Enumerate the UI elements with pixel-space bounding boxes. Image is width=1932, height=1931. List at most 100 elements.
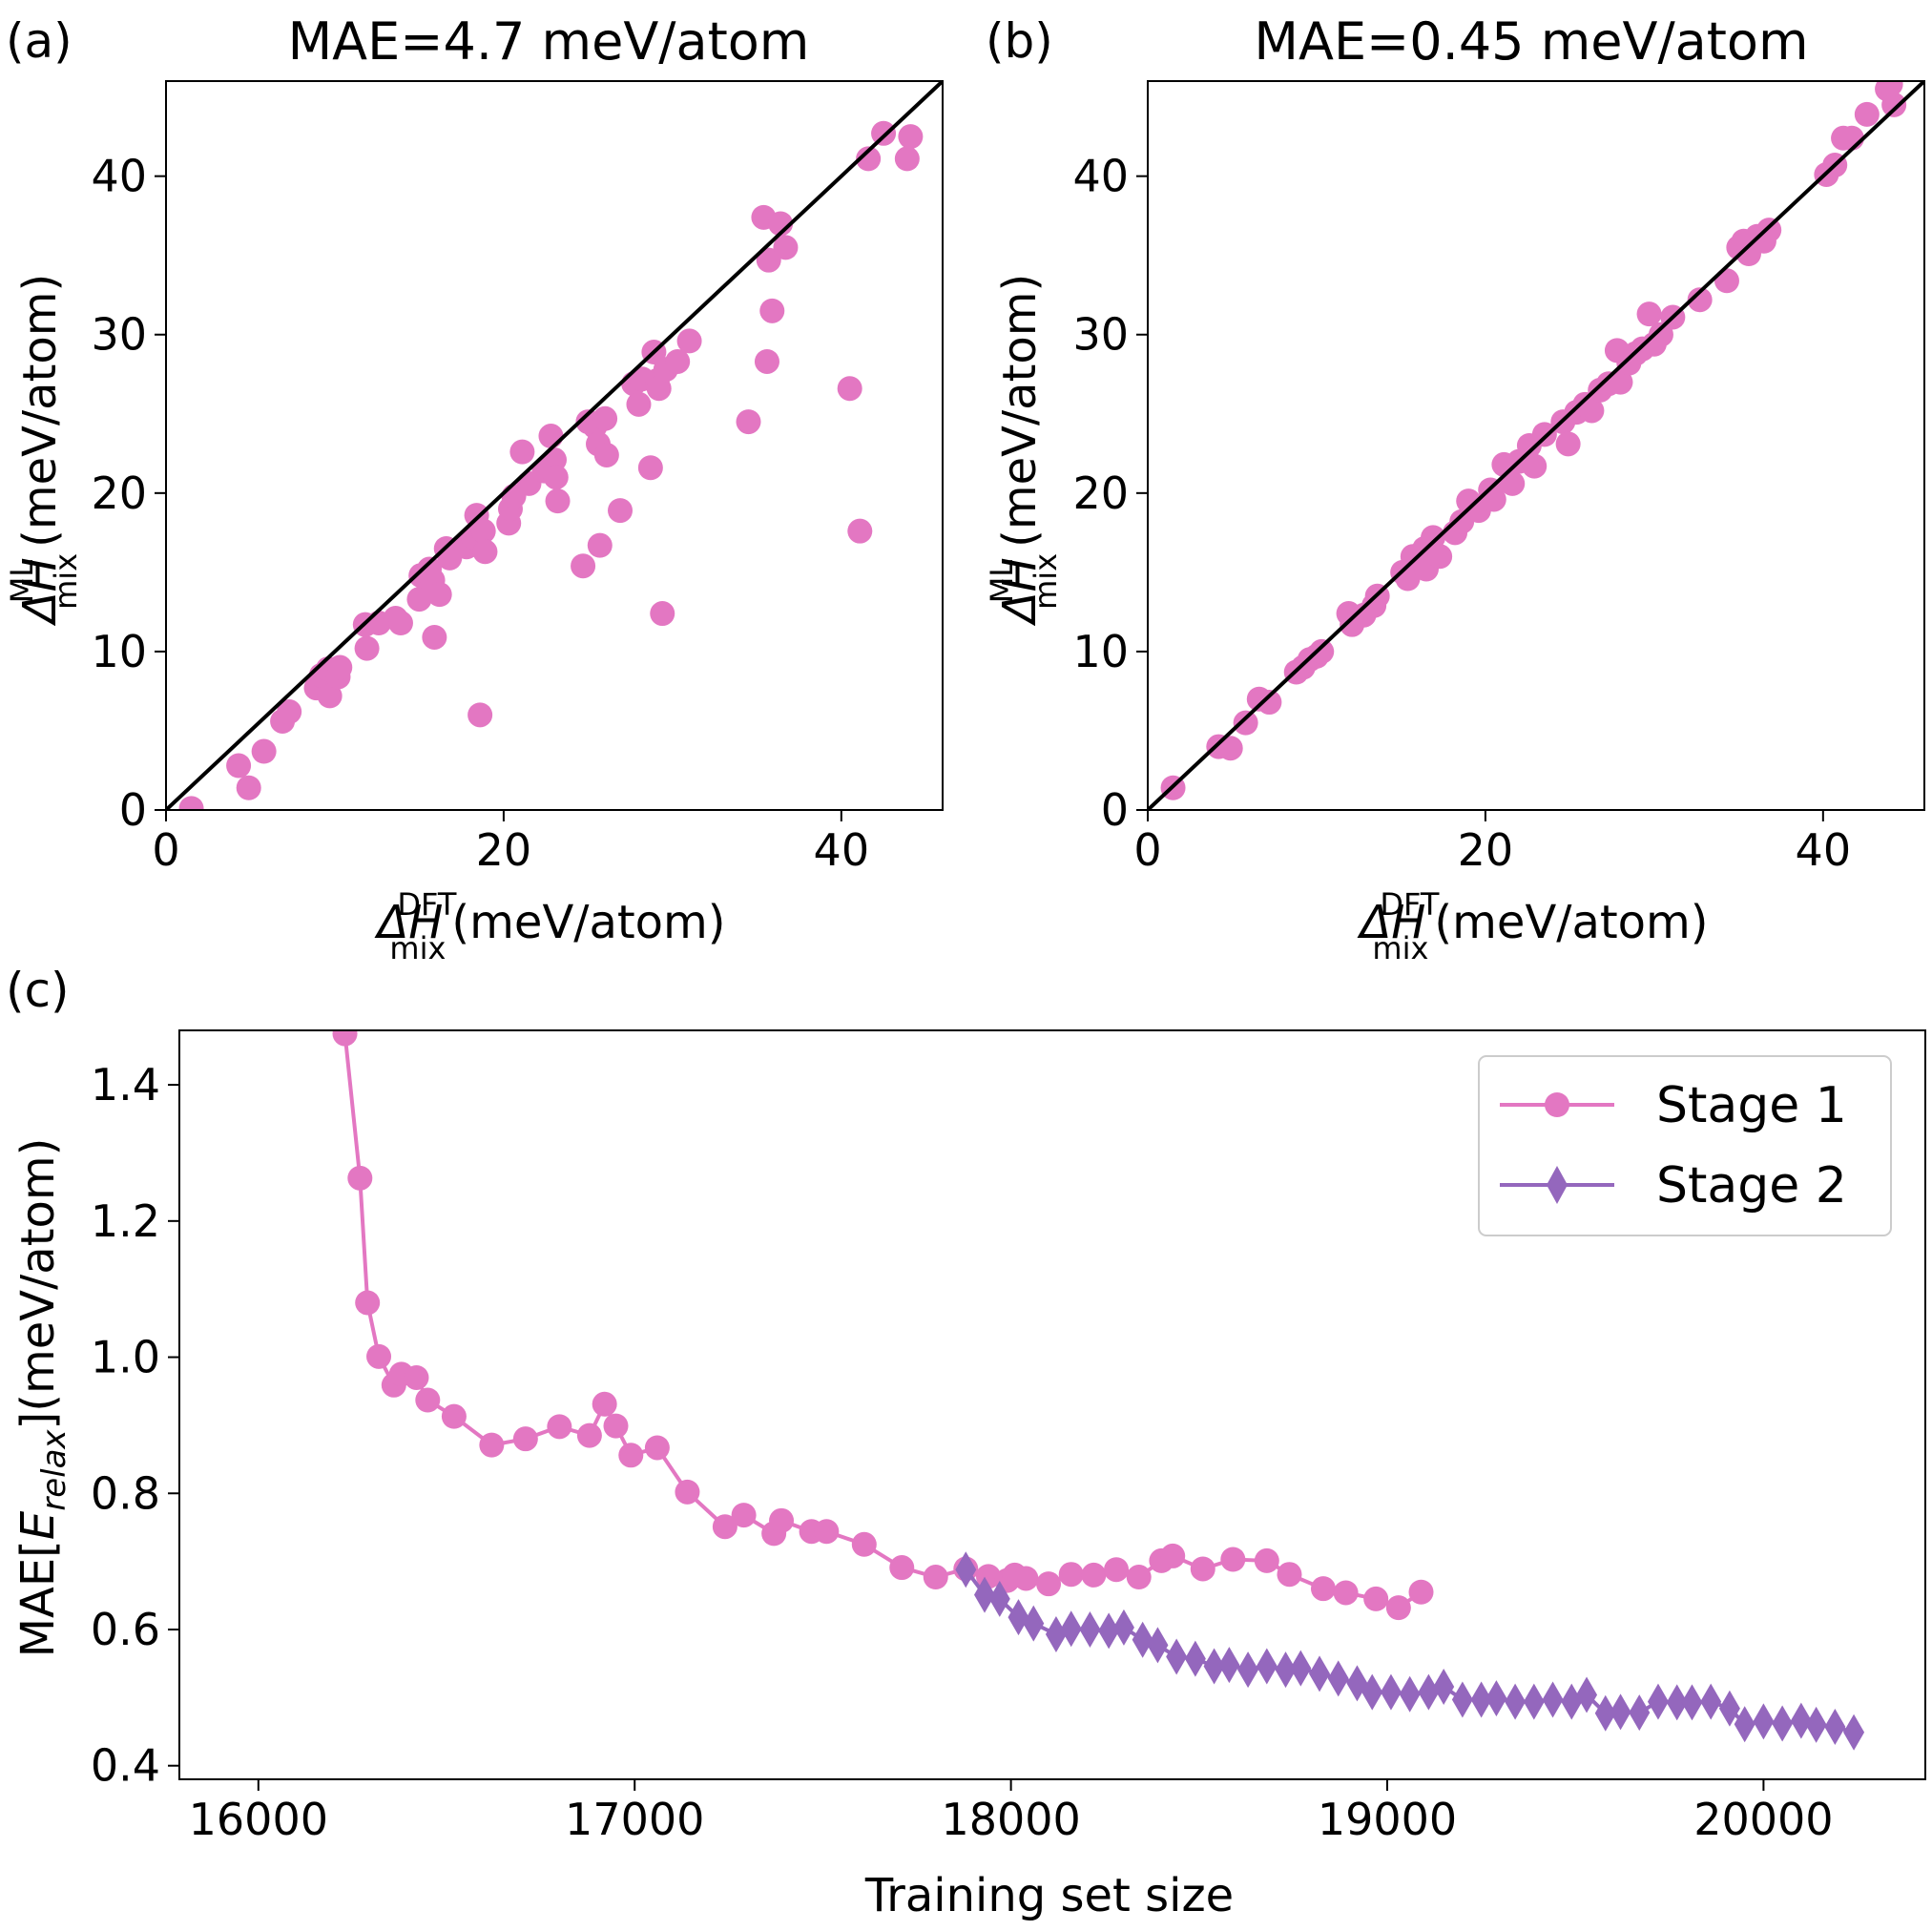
data-point <box>898 124 924 150</box>
stage-2-point <box>1629 1694 1651 1732</box>
stage-2-point <box>988 1580 1010 1617</box>
data-point <box>1427 544 1453 570</box>
panel-b-xlabel: ΔHDFT mix (meV/atom) <box>1356 886 1708 966</box>
panel-b-plot-area <box>1148 81 1924 810</box>
panel-c-ytick-label: 0.6 <box>91 1604 160 1655</box>
stage-2-point <box>1561 1683 1583 1720</box>
data-point <box>1878 81 1903 97</box>
panel-c: (c) Training set size MAE[Erelax](meV/at… <box>6 963 1926 1922</box>
stage-2-point <box>1166 1638 1188 1675</box>
reference-line <box>1148 81 1924 810</box>
legend-label-stage-1: Stage 1 <box>1656 1077 1847 1134</box>
data-point <box>178 796 204 810</box>
data-point <box>754 348 779 374</box>
data-point <box>837 376 862 402</box>
data-point <box>1854 101 1880 127</box>
stage-2-point <box>1184 1640 1206 1677</box>
stage-1-point <box>1160 1543 1186 1568</box>
data-point <box>226 753 252 779</box>
data-point <box>1217 736 1243 761</box>
stage-2-point <box>1079 1611 1101 1648</box>
panel-b-ytick-label: 10 <box>1072 626 1129 677</box>
panel-a: (a) MAE=4.7 meV/atom ΔHDFT mix (meV/atom) … <box>4 11 944 966</box>
data-point <box>1233 710 1258 736</box>
stage-1-point <box>366 1343 392 1369</box>
data-point <box>406 587 432 613</box>
stage-1-point <box>332 1030 358 1047</box>
stage-2-point <box>1399 1675 1421 1713</box>
stage-1-point <box>1333 1580 1359 1606</box>
panel-a-xtick-label: 40 <box>814 824 870 876</box>
stage-2-point <box>1772 1705 1794 1742</box>
data-point <box>773 235 799 260</box>
stage-2-point <box>1718 1690 1740 1727</box>
panel-a-frame <box>165 80 944 811</box>
panel-a-ytick-label: 30 <box>91 309 147 361</box>
stage-2-point <box>1753 1703 1775 1740</box>
panel-a-ytick-label: 10 <box>91 626 147 677</box>
stage-1-point <box>923 1565 948 1590</box>
data-point <box>646 376 672 402</box>
stage-1-point <box>355 1290 381 1316</box>
stage-1-point <box>1220 1547 1246 1572</box>
stage-2-point <box>1045 1615 1067 1652</box>
stage-2-point <box>1275 1651 1297 1689</box>
panel-c-ytick-label: 1.4 <box>91 1059 160 1111</box>
data-point <box>571 553 596 579</box>
stage-1-point <box>576 1422 602 1448</box>
stage-1-point <box>479 1432 505 1458</box>
stage-2-point <box>1380 1673 1402 1711</box>
panel-b-ytick-label: 40 <box>1072 151 1129 202</box>
stage-2-point <box>1237 1651 1259 1689</box>
stage-2-point <box>1824 1709 1846 1746</box>
data-point <box>1257 690 1282 716</box>
panel-b: (b) MAE=0.45 meV/atom ΔHDFT mix (meV/atom)… <box>984 11 1925 966</box>
stage-2-point <box>1112 1609 1134 1646</box>
data-point <box>1636 301 1662 327</box>
stage-1-point <box>441 1403 467 1429</box>
panel-a-ytick-label: 20 <box>91 467 147 519</box>
panel-c-xtick-label: 16000 <box>189 1794 328 1845</box>
stage-2-point <box>1132 1621 1153 1658</box>
panel-a-xtick-label: 0 <box>152 824 179 876</box>
panel-a-letter: (a) <box>6 13 73 69</box>
stage-1-point <box>1190 1556 1215 1582</box>
data-point <box>543 465 569 490</box>
panel-b-ylabel: ΔHML mix(meV/atom) <box>984 274 1064 627</box>
panel-c-xtick-label: 17000 <box>565 1794 704 1845</box>
reference-line <box>166 81 943 810</box>
data-point <box>894 146 920 172</box>
data-point <box>626 391 652 417</box>
panel-b-ytick-label: 30 <box>1072 309 1129 361</box>
data-point <box>756 247 781 273</box>
stage-1-point <box>547 1414 572 1440</box>
stage-1-point <box>1363 1586 1389 1611</box>
stage-1-point <box>1058 1562 1084 1588</box>
panel-c-xtick-label: 18000 <box>941 1794 1080 1845</box>
stage-2-point <box>1470 1681 1492 1718</box>
data-point <box>317 683 343 709</box>
stage-2-point <box>1256 1648 1278 1685</box>
data-point <box>1522 453 1548 479</box>
stage-2-point <box>1023 1605 1045 1642</box>
data-point <box>665 348 691 374</box>
stage-1-point <box>404 1364 429 1390</box>
stage-2-point <box>1594 1694 1616 1732</box>
data-point <box>467 702 493 728</box>
legend-marker-stage-2 <box>1547 1166 1568 1204</box>
stage-2-point <box>1218 1647 1240 1684</box>
stage-1-point <box>769 1507 795 1533</box>
stage-2-point <box>1327 1660 1349 1697</box>
stage-2-point <box>1451 1681 1473 1718</box>
stage-1-point <box>603 1413 629 1439</box>
data-point <box>1687 287 1713 313</box>
data-point <box>1648 322 1673 347</box>
panel-c-xtick-label: 19000 <box>1318 1794 1457 1845</box>
panel-c-xtick-label: 20000 <box>1693 1794 1833 1845</box>
stage-1-point <box>1013 1566 1039 1591</box>
stage-2-point <box>1505 1683 1527 1720</box>
stage-2-point <box>1418 1673 1440 1711</box>
stage-2-point <box>1681 1684 1703 1721</box>
stage-2-point <box>955 1551 977 1588</box>
